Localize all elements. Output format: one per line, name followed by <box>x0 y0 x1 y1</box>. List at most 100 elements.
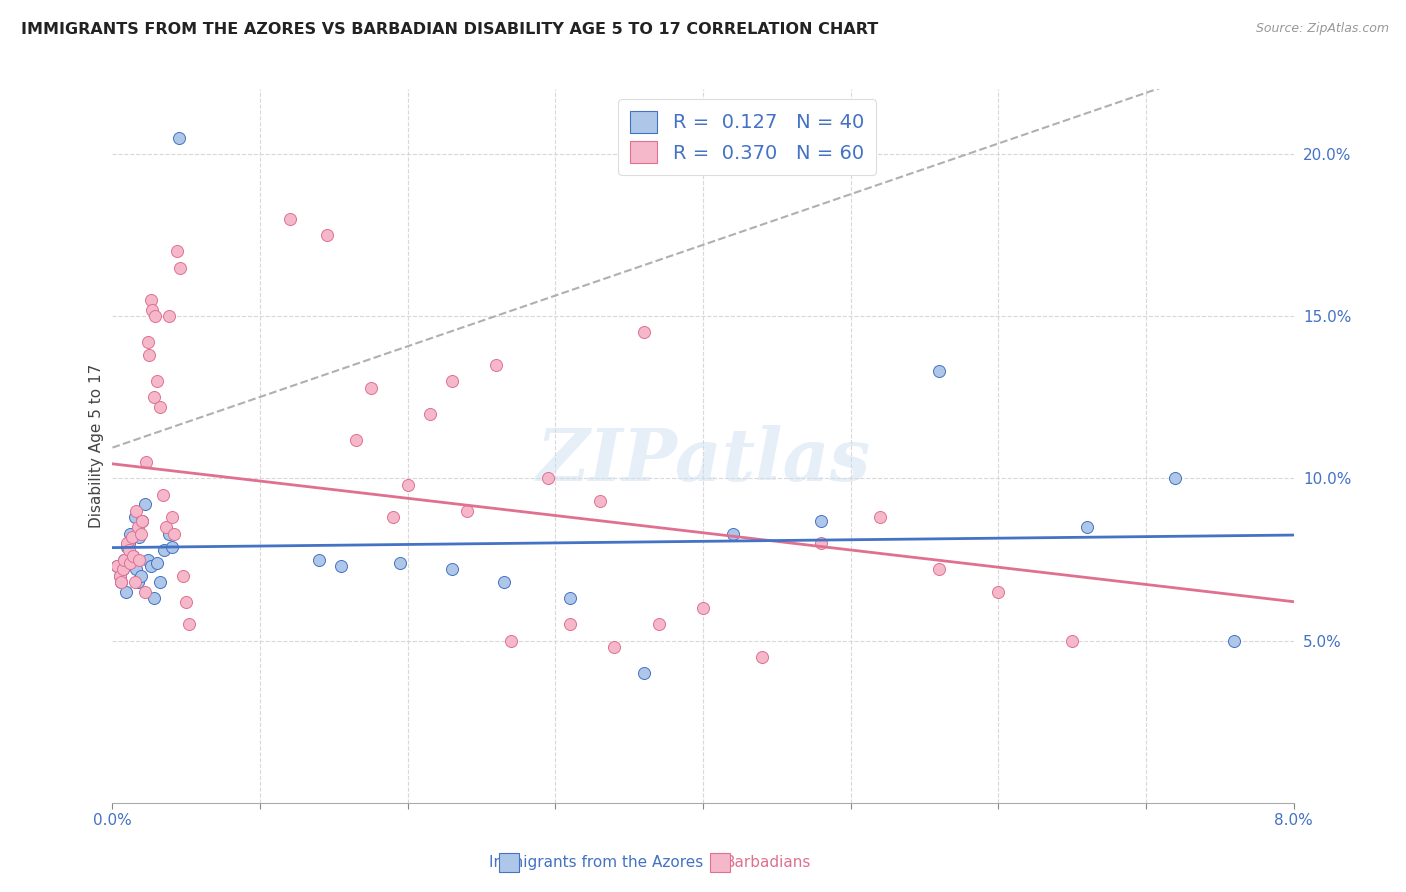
Point <box>112 552 135 566</box>
Point <box>588 494 610 508</box>
Point <box>125 562 148 576</box>
Point <box>1223 633 1246 648</box>
Point <box>389 556 412 570</box>
Point <box>111 562 134 576</box>
Point <box>928 562 950 576</box>
Point <box>135 455 157 469</box>
Point <box>124 575 146 590</box>
Text: Barbadians: Barbadians <box>724 855 810 870</box>
Point <box>560 591 582 606</box>
Point <box>127 575 149 590</box>
Point <box>125 504 148 518</box>
Point <box>603 640 626 654</box>
Point <box>131 514 153 528</box>
Point <box>152 488 174 502</box>
Point <box>111 562 134 576</box>
Point <box>118 536 141 550</box>
Point <box>129 568 152 582</box>
Point <box>344 433 367 447</box>
Point <box>1076 520 1098 534</box>
Point <box>143 310 166 324</box>
Text: Source: ZipAtlas.com: Source: ZipAtlas.com <box>1256 22 1389 36</box>
Point <box>105 559 128 574</box>
Point <box>110 575 132 590</box>
Point <box>136 552 159 566</box>
Point <box>142 591 165 606</box>
Point <box>810 514 832 528</box>
Point <box>308 552 330 566</box>
Point <box>157 526 180 541</box>
Point <box>129 526 152 541</box>
Point <box>139 559 162 574</box>
Point <box>160 540 183 554</box>
Point <box>174 595 197 609</box>
Point <box>560 617 582 632</box>
Point <box>117 540 138 554</box>
Point <box>122 549 145 564</box>
Point <box>146 556 169 570</box>
Point <box>121 556 143 570</box>
Point <box>108 568 131 582</box>
Point <box>633 666 655 681</box>
Point <box>149 400 172 414</box>
Point <box>647 617 671 632</box>
Legend: R =  0.127   N = 40, R =  0.370   N = 60: R = 0.127 N = 40, R = 0.370 N = 60 <box>619 99 876 175</box>
Point <box>987 585 1010 599</box>
Point <box>120 526 142 541</box>
Point <box>501 633 523 648</box>
Point <box>139 293 162 307</box>
Point <box>149 575 172 590</box>
Point <box>155 520 177 534</box>
Point <box>537 471 560 485</box>
Y-axis label: Disability Age 5 to 17: Disability Age 5 to 17 <box>89 364 104 528</box>
Point <box>160 510 183 524</box>
Point <box>121 530 143 544</box>
Point <box>157 310 180 324</box>
Point <box>128 552 150 566</box>
Point <box>120 556 142 570</box>
Point <box>128 530 150 544</box>
Point <box>112 552 135 566</box>
Text: ZIPatlas: ZIPatlas <box>536 425 870 496</box>
Point <box>166 244 188 259</box>
Point <box>117 536 138 550</box>
Point <box>751 649 773 664</box>
Point <box>136 335 159 350</box>
Point <box>360 381 382 395</box>
Point <box>692 601 714 615</box>
Point <box>492 575 515 590</box>
Point <box>1164 471 1187 485</box>
Point <box>441 562 464 576</box>
Point <box>163 526 186 541</box>
Point <box>485 358 508 372</box>
Point <box>441 374 464 388</box>
Text: IMMIGRANTS FROM THE AZORES VS BARBADIAN DISABILITY AGE 5 TO 17 CORRELATION CHART: IMMIGRANTS FROM THE AZORES VS BARBADIAN … <box>21 22 879 37</box>
Point <box>153 542 176 557</box>
Point <box>142 390 165 404</box>
Point <box>134 585 156 599</box>
Point <box>167 131 190 145</box>
Point <box>278 211 301 226</box>
Point <box>810 536 832 550</box>
Point <box>1062 633 1084 648</box>
Point <box>869 510 891 524</box>
Point <box>141 302 163 317</box>
Point <box>330 559 353 574</box>
Point <box>134 497 156 511</box>
Text: Immigrants from the Azores: Immigrants from the Azores <box>489 855 703 870</box>
Point <box>114 585 136 599</box>
Point <box>105 559 128 574</box>
Point <box>138 348 160 362</box>
Point <box>928 364 950 378</box>
Point <box>169 260 191 275</box>
Point <box>721 526 744 541</box>
Point <box>396 478 419 492</box>
Point <box>633 326 655 340</box>
Point <box>172 568 194 582</box>
Point <box>108 568 131 582</box>
Point <box>456 504 478 518</box>
Point <box>315 228 337 243</box>
Point <box>110 575 132 590</box>
Point <box>179 617 201 632</box>
Point <box>382 510 405 524</box>
